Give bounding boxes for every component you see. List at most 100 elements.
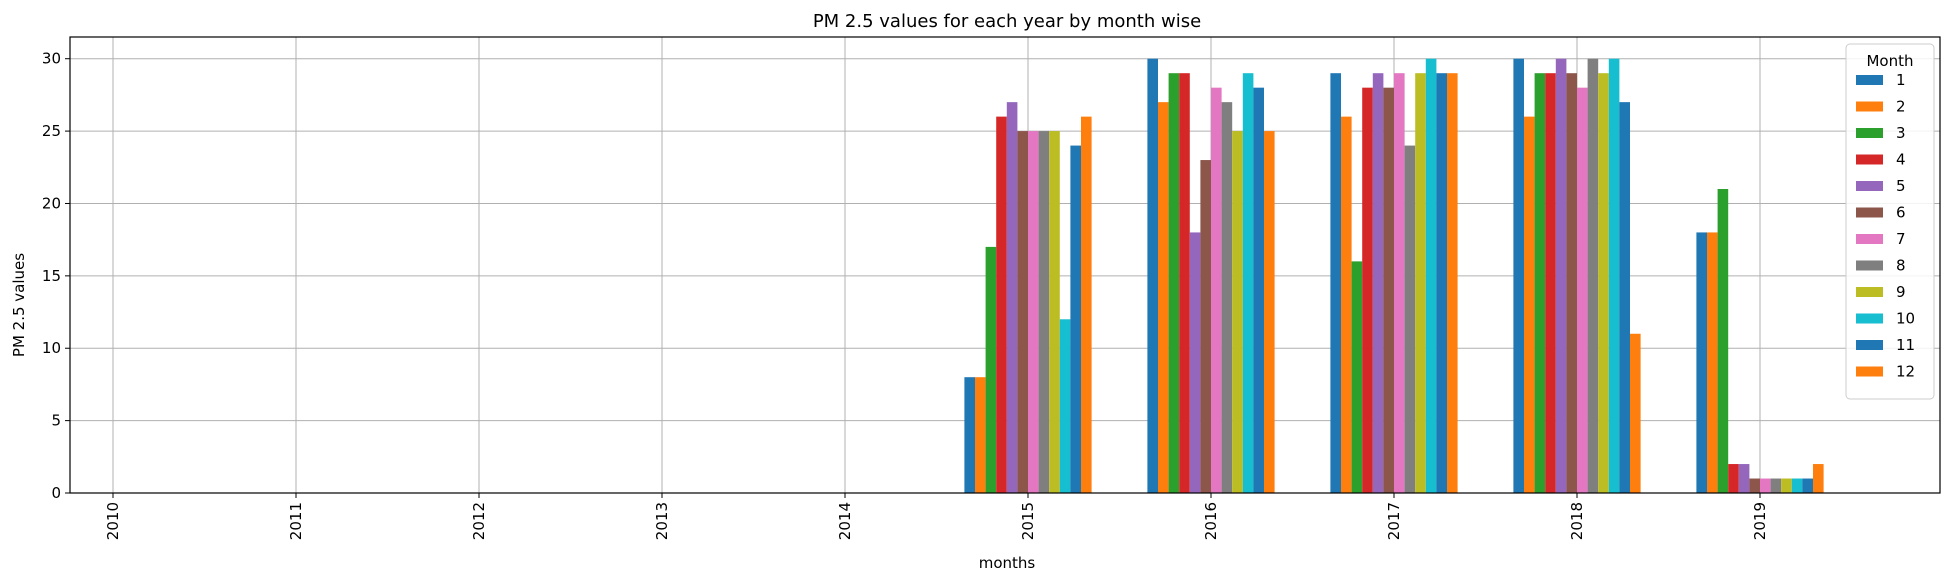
bar <box>1168 73 1180 493</box>
x-tick-label: 2018 <box>1568 502 1586 540</box>
bar <box>1802 478 1813 493</box>
bar <box>996 116 1007 493</box>
bar <box>985 246 997 493</box>
y-axis-title: PM 2.5 values <box>10 253 28 357</box>
x-tick-label: 2019 <box>1751 502 1769 540</box>
y-tick-label: 15 <box>42 267 61 285</box>
bar <box>1232 131 1243 493</box>
legend-swatch <box>1856 128 1883 138</box>
bar <box>1630 333 1641 493</box>
bar <box>1707 232 1718 493</box>
y-tick-label: 10 <box>42 339 61 357</box>
bar <box>1341 116 1352 493</box>
bar <box>1577 87 1588 494</box>
bar <box>964 377 975 493</box>
axes-frame <box>69 36 1941 494</box>
legend-swatch <box>1856 234 1883 244</box>
legend-label: 1 <box>1896 71 1906 89</box>
legend-swatch <box>1856 287 1883 297</box>
bar <box>1749 478 1760 493</box>
bar <box>1619 102 1630 494</box>
y-tick-label: 5 <box>51 412 61 430</box>
legend-label: 3 <box>1896 124 1906 142</box>
y-tick-label: 20 <box>42 194 61 212</box>
x-tick-label: 2011 <box>287 502 305 540</box>
bar <box>1770 478 1782 493</box>
bar <box>1813 464 1824 493</box>
legend-swatch <box>1856 260 1883 271</box>
legend-label: 11 <box>1896 336 1915 354</box>
legend-swatch <box>1856 181 1883 191</box>
bar <box>1147 58 1158 493</box>
bar <box>1447 73 1458 493</box>
bar <box>1351 261 1363 493</box>
bar <box>1555 58 1567 493</box>
legend-label: 7 <box>1896 230 1906 248</box>
legend-label: 9 <box>1896 283 1906 301</box>
x-tick-label: 2015 <box>1019 502 1037 540</box>
bar <box>1028 131 1039 493</box>
bar <box>1253 87 1264 494</box>
legend-swatch <box>1856 101 1883 112</box>
bar <box>1383 87 1394 494</box>
bar <box>1738 464 1750 493</box>
legend-label: 12 <box>1896 363 1915 381</box>
bar <box>1070 145 1081 494</box>
bar <box>1059 319 1071 493</box>
legend-swatch <box>1856 207 1883 218</box>
x-tick-label: 2016 <box>1202 502 1220 540</box>
legend-swatch <box>1856 75 1883 85</box>
legend-swatch <box>1856 154 1883 165</box>
bar <box>1264 131 1275 493</box>
legend-label: 4 <box>1896 151 1906 169</box>
bar <box>1200 160 1211 494</box>
bar <box>1545 73 1556 493</box>
bar <box>1513 58 1524 493</box>
legend-label: 2 <box>1896 98 1906 116</box>
bar <box>1242 73 1254 493</box>
bar <box>1189 232 1201 493</box>
bar <box>1179 73 1190 493</box>
bar <box>1158 102 1169 494</box>
bar <box>1696 232 1707 493</box>
bar <box>1566 73 1577 493</box>
bar <box>1049 131 1060 493</box>
bar <box>1436 73 1447 493</box>
bar <box>1372 73 1384 493</box>
bar <box>1221 102 1233 494</box>
bar <box>1330 73 1341 493</box>
bar <box>1524 116 1535 493</box>
legend-swatch <box>1856 313 1883 324</box>
bar <box>1598 73 1609 493</box>
y-tick-label: 25 <box>42 122 61 140</box>
x-axis-title: months <box>979 554 1036 572</box>
legend-label: 8 <box>1896 257 1906 275</box>
x-tick-label: 2013 <box>653 502 671 540</box>
legend-title: Month <box>1866 52 1913 70</box>
bar <box>1394 73 1405 493</box>
bar <box>975 377 986 493</box>
bar <box>1717 189 1729 493</box>
chart-title: PM 2.5 values for each year by month wis… <box>813 11 1201 32</box>
bar <box>1038 131 1050 493</box>
bar <box>1534 73 1546 493</box>
bar <box>1404 145 1416 494</box>
legend-label: 5 <box>1896 177 1906 195</box>
bars <box>964 58 1824 494</box>
y-tick-label: 30 <box>42 50 61 68</box>
bar <box>1006 102 1018 494</box>
bar <box>1211 87 1222 494</box>
bar <box>1415 73 1426 493</box>
x-tick-label: 2012 <box>470 502 488 540</box>
bar <box>1081 116 1092 493</box>
y-tick-label: 0 <box>51 484 61 502</box>
bar <box>1781 478 1792 493</box>
bar <box>1017 131 1028 493</box>
bar <box>1791 478 1803 493</box>
x-tick-label: 2014 <box>836 502 854 540</box>
x-tick-label: 2010 <box>104 502 122 540</box>
legend-swatch <box>1856 340 1883 350</box>
